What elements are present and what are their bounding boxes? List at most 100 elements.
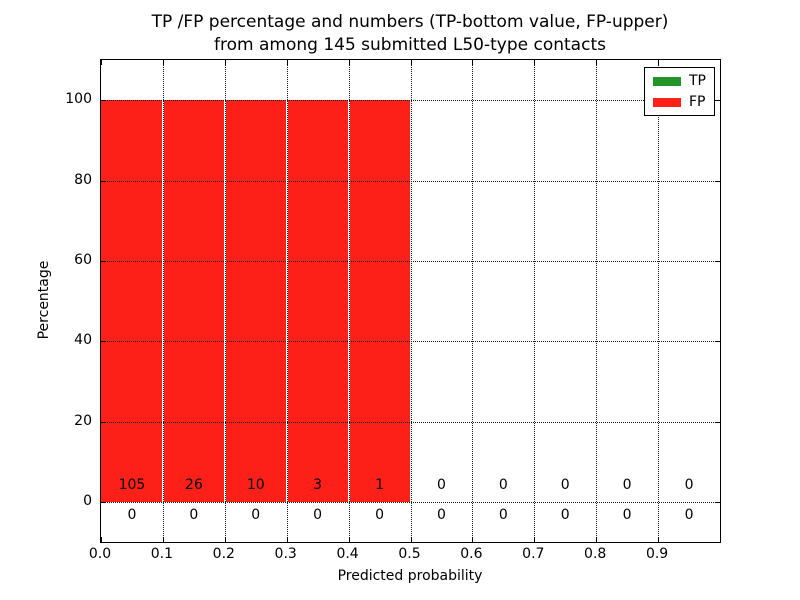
x-tick-mark-top (472, 60, 474, 65)
bar-count-label-tp: 0 (127, 506, 137, 523)
x-tick-label: 0.1 (150, 546, 174, 562)
y-tick-mark (101, 260, 106, 262)
x-tick-mark-top (286, 60, 288, 65)
bar-count-label-fp: 0 (622, 476, 632, 493)
x-tick-mark (162, 537, 164, 542)
bar-count-label-tp: 0 (313, 506, 323, 523)
y-tick-label: 80 (74, 171, 92, 188)
x-tick-label: 0.7 (522, 546, 545, 562)
grid-line-vertical (224, 60, 226, 542)
grid-line-horizontal (101, 180, 720, 182)
x-tick-mark-top (596, 60, 598, 65)
bar-fp (286, 100, 349, 502)
bar-fp (348, 100, 411, 502)
x-tick-mark (596, 537, 598, 542)
x-tick-label: 0.4 (336, 546, 359, 562)
x-tick-mark (224, 537, 226, 542)
bar-fp (101, 100, 163, 502)
grid-line-vertical (534, 60, 536, 542)
bar-fp (224, 100, 287, 502)
x-tick-mark-top (410, 60, 412, 65)
legend-label-fp: FP (689, 94, 706, 110)
x-tick-mark (534, 537, 536, 542)
x-tick-label: 0.6 (460, 546, 483, 562)
y-tick-label: 100 (65, 91, 92, 108)
bar-count-label-tp: 0 (251, 506, 261, 523)
grid-line-horizontal (101, 421, 720, 423)
grid-line-vertical (162, 60, 164, 542)
bar-count-label-fp: 1 (375, 476, 384, 493)
bar-count-label-tp: 0 (375, 506, 384, 523)
x-tick-mark (101, 537, 102, 542)
legend-item-fp: FP (653, 94, 706, 110)
y-tick-mark (101, 100, 106, 102)
bar-count-label-fp: 0 (560, 476, 570, 493)
y-tick-mark-right (715, 260, 720, 262)
grid-line-vertical (410, 60, 412, 542)
x-tick-mark (286, 537, 288, 542)
y-tick-mark (101, 421, 106, 423)
legend-swatch-tp (653, 76, 681, 86)
x-tick-label: 0.9 (645, 546, 669, 562)
grid-line-vertical (658, 60, 660, 542)
bar-count-label-tp: 0 (622, 506, 632, 523)
y-tick-mark-right (715, 341, 720, 343)
x-tick-mark (410, 537, 412, 542)
x-tick-mark (658, 537, 660, 542)
bar-count-label-fp: 26 (184, 476, 203, 493)
legend-label-tp: TP (689, 73, 706, 89)
x-tick-label: 0.0 (88, 546, 112, 562)
grid-line-vertical (348, 60, 350, 542)
bar-count-label-tp: 0 (560, 506, 570, 523)
grid-line-horizontal (101, 501, 720, 503)
bar-count-label-tp: 0 (498, 506, 508, 523)
y-axis-label: Percentage (36, 260, 52, 340)
chart-title: TP /FP percentage and numbers (TP-bottom… (151, 12, 669, 55)
x-tick-mark-top (101, 60, 102, 65)
bar-count-label-fp: 10 (246, 476, 265, 493)
y-tick-mark-right (715, 421, 720, 423)
x-tick-mark-top (224, 60, 226, 65)
y-tick-label: 0 (83, 492, 92, 509)
grid-line-horizontal (101, 341, 720, 343)
y-tick-mark-right (715, 100, 720, 102)
plot-area: TP FP 105 0 26 0 10 0 3 0 1 0 0 0 0 0 0 0 0 0 0 0 (100, 59, 721, 543)
legend: TP FP (644, 67, 715, 116)
bar-count-label-tp: 0 (189, 506, 199, 523)
bar-count-label-fp: 0 (498, 476, 508, 493)
x-tick-mark-top (534, 60, 536, 65)
grid-line-vertical (596, 60, 598, 542)
bar-count-label-fp: 3 (313, 476, 323, 493)
grid-line-vertical (286, 60, 288, 542)
x-tick-mark (472, 537, 474, 542)
x-axis-label: Predicted probability (337, 568, 483, 584)
grid-line-horizontal (101, 260, 720, 262)
bar-count-label-fp: 105 (118, 476, 146, 493)
legend-item-tp: TP (653, 73, 706, 89)
y-tick-mark (101, 501, 106, 503)
grid-line-horizontal (101, 100, 720, 102)
x-tick-label: 0.2 (212, 546, 235, 562)
y-tick-label: 20 (74, 412, 92, 429)
y-tick-mark-right (715, 501, 720, 503)
x-tick-mark-top (162, 60, 164, 65)
x-tick-mark-top (658, 60, 660, 65)
x-tick-mark-top (348, 60, 350, 65)
y-tick-label: 60 (74, 251, 92, 268)
x-tick-label: 0.8 (584, 546, 607, 562)
legend-swatch-fp (653, 97, 681, 107)
bar-count-label-tp: 0 (684, 506, 694, 523)
bar-count-label-fp: 0 (684, 476, 694, 493)
y-tick-label: 40 (74, 332, 92, 349)
x-tick-label: 0.3 (274, 546, 297, 562)
y-tick-mark (101, 341, 106, 343)
bar-count-label-tp: 0 (436, 506, 446, 523)
bar-fp (162, 100, 225, 502)
y-tick-mark-right (715, 180, 720, 182)
bar-count-label-fp: 0 (436, 476, 446, 493)
x-tick-label: 0.5 (398, 546, 421, 562)
x-tick-mark (348, 537, 350, 542)
grid-line-vertical (472, 60, 474, 542)
y-tick-mark (101, 180, 106, 182)
